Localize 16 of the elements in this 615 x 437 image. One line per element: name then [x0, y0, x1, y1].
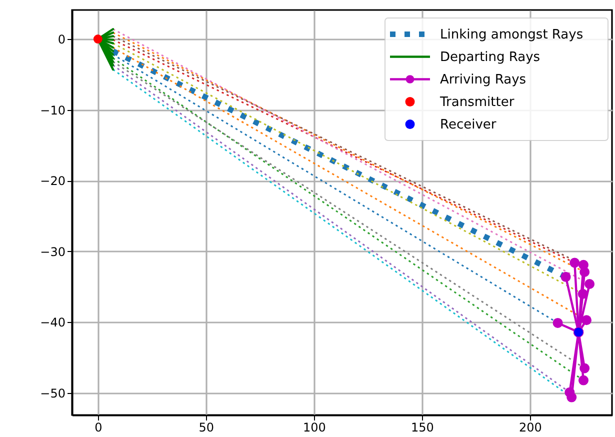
legend-label: Linking amongst Rays — [440, 27, 584, 42]
x-tick-label: 100 — [302, 420, 326, 434]
legend-label: Departing Rays — [440, 50, 540, 65]
y-tick-label: 0 — [58, 32, 66, 47]
y-tick-label: −20 — [40, 174, 66, 188]
x-tick-label: 200 — [518, 420, 542, 434]
x-tick-label: 0 — [94, 420, 102, 434]
y-tick-label: −50 — [40, 386, 66, 401]
legend-label: Arriving Rays — [440, 72, 526, 88]
y-tick-label: −30 — [40, 244, 66, 259]
x-tick-label: 50 — [198, 420, 214, 434]
legend-label: Receiver — [440, 117, 497, 132]
y-tick-label: −40 — [40, 316, 66, 330]
y-tick-label: −10 — [40, 103, 66, 118]
legend-label: Transmitter — [439, 94, 515, 110]
x-tick-label: 150 — [410, 420, 434, 434]
